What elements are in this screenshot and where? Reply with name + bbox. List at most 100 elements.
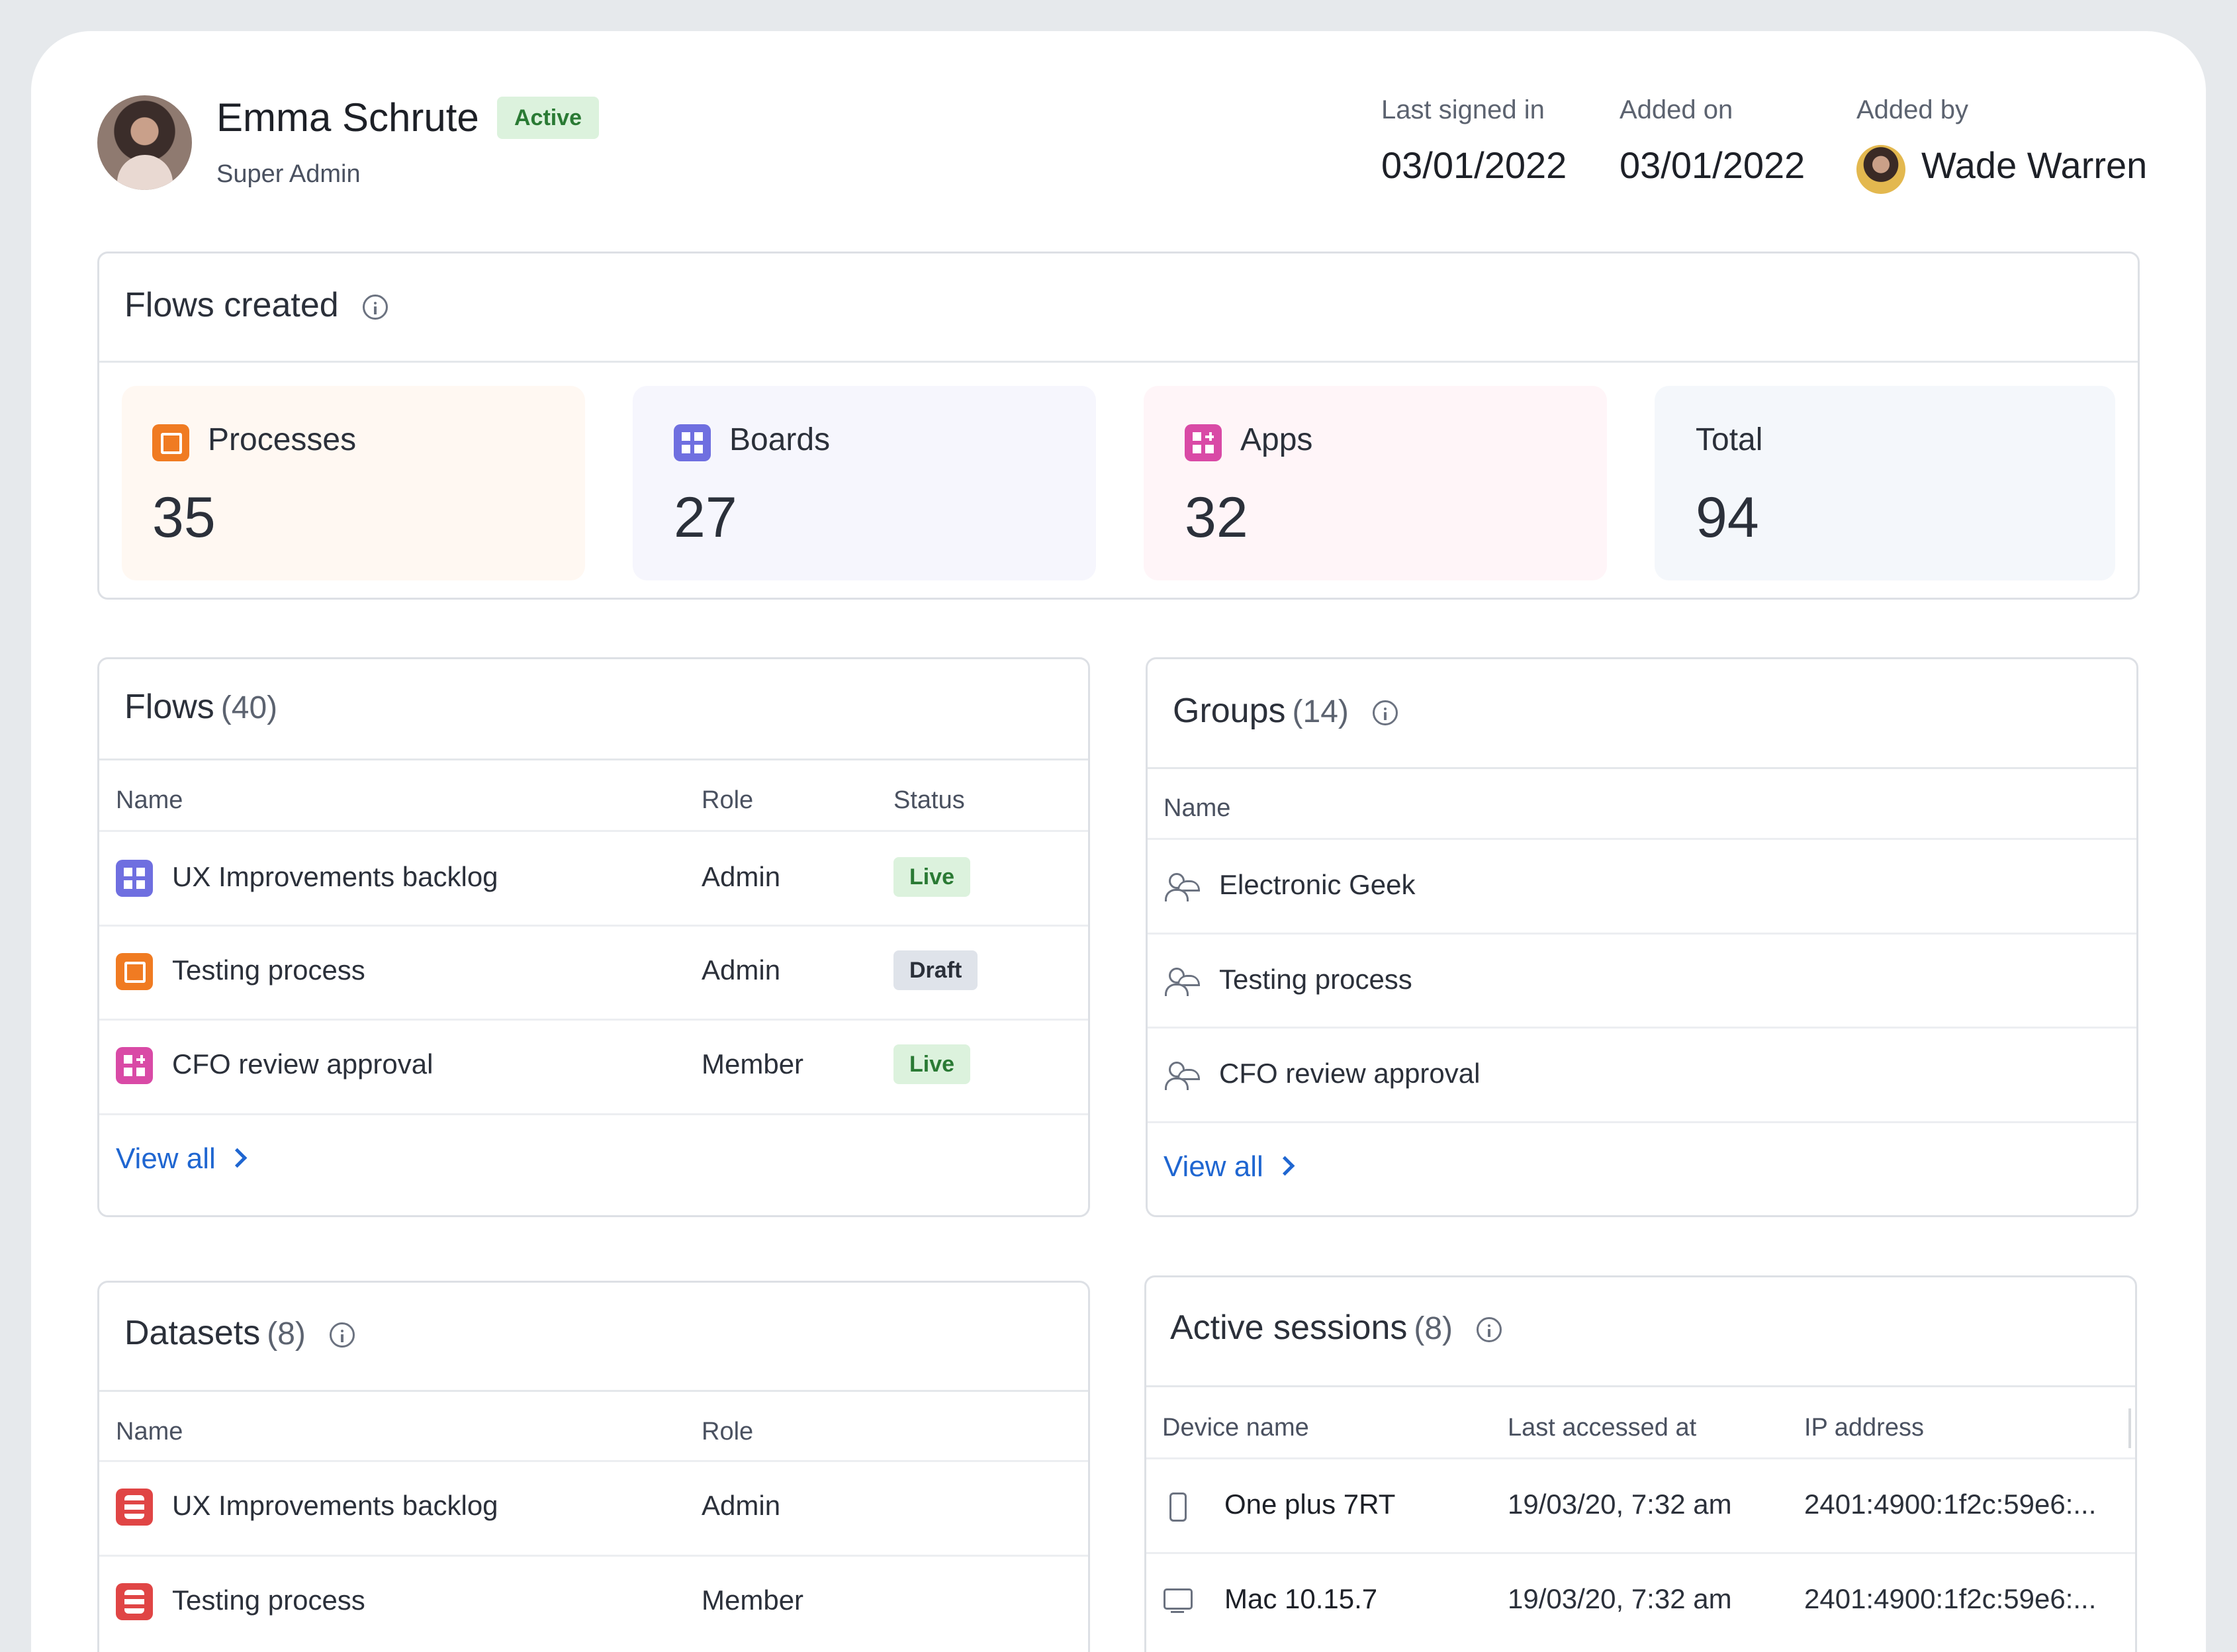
ip-address: 2401:4900:1f2c:59e6:...	[1804, 1489, 2097, 1520]
row-divider	[1148, 1121, 2136, 1123]
user-name: Emma Schrute	[216, 95, 479, 140]
groups-card: Groups (14) Name Electronic Geek Testing …	[1146, 657, 2138, 1217]
stat-value: 27	[674, 486, 737, 549]
phone-icon	[1160, 1489, 1195, 1524]
last-accessed: 19/03/20, 7:32 am	[1508, 1583, 1732, 1614]
stat-value: 94	[1696, 486, 1759, 549]
flows-view-all-link[interactable]: View all	[116, 1142, 248, 1175]
chevron-right-icon	[1275, 1156, 1295, 1176]
list-item[interactable]: Testing process	[1148, 935, 2136, 1027]
table-row[interactable]: UX Improvements backlog Admin	[99, 1462, 1088, 1555]
groups-view-all-link[interactable]: View all	[1164, 1150, 1295, 1183]
datasets-count: (8)	[267, 1316, 306, 1352]
scrollbar[interactable]	[2128, 1408, 2131, 1448]
table-row[interactable]: Testing process Admin Draft	[99, 927, 1088, 1019]
column-header-device[interactable]: Device name	[1162, 1414, 1309, 1442]
flows-created-card: Flows created Processes 35 Boards 27 App…	[97, 252, 2140, 600]
avatar	[97, 95, 192, 190]
process-icon	[116, 953, 153, 990]
row-divider	[1148, 933, 2136, 935]
last-signed-in-value: 03/01/2022	[1381, 144, 1567, 186]
row-divider	[99, 1113, 1088, 1115]
flows-title: Flows (40)	[124, 687, 277, 727]
app-icon	[116, 1047, 153, 1084]
added-by-label: Added by	[1856, 95, 1969, 124]
list-item[interactable]: Electronic Geek	[1148, 840, 2136, 933]
column-header-role[interactable]: Role	[702, 1418, 754, 1446]
flow-name[interactable]: Testing process	[172, 954, 365, 986]
device-name: Mac 10.15.7	[1224, 1583, 1378, 1614]
row-divider	[99, 925, 1088, 927]
process-icon	[152, 424, 189, 461]
stat-value: 35	[152, 486, 216, 549]
board-icon	[674, 424, 711, 461]
table-row[interactable]: CFO review approval Member Live	[99, 1021, 1088, 1113]
flow-role: Admin	[702, 954, 781, 986]
divider	[99, 1390, 1088, 1392]
group-icon	[1164, 869, 1199, 905]
column-header-name[interactable]: Name	[116, 1418, 183, 1446]
row-divider	[99, 1019, 1088, 1021]
column-header-role[interactable]: Role	[702, 786, 754, 814]
info-icon[interactable]	[362, 295, 388, 320]
chevron-right-icon	[227, 1148, 248, 1168]
divider	[1146, 1385, 2135, 1387]
datasets-title-text: Datasets	[124, 1314, 261, 1352]
board-icon	[116, 860, 153, 897]
dataset-role: Admin	[702, 1490, 781, 1521]
column-header-name[interactable]: Name	[116, 786, 183, 814]
column-header-name[interactable]: Name	[1164, 794, 1231, 822]
dataset-name[interactable]: Testing process	[172, 1584, 365, 1616]
info-icon[interactable]	[1477, 1317, 1502, 1343]
group-name[interactable]: CFO review approval	[1219, 1058, 1481, 1089]
device-name: One plus 7RT	[1224, 1489, 1396, 1520]
table-row[interactable]: Testing process Member	[99, 1557, 1088, 1649]
monitor-icon	[1160, 1583, 1195, 1619]
dataset-role: Member	[702, 1584, 804, 1616]
info-icon[interactable]	[1372, 700, 1398, 726]
added-by-avatar	[1856, 145, 1905, 194]
table-row[interactable]: One plus 7RT 19/03/20, 7:32 am 2401:4900…	[1146, 1459, 2135, 1552]
column-header-last-accessed[interactable]: Last accessed at	[1508, 1414, 1697, 1442]
table-row[interactable]: UX Improvements backlog Admin Live	[99, 832, 1088, 925]
status-badge-draft: Draft	[893, 950, 978, 990]
stat-tile-apps[interactable]: Apps 32	[1144, 386, 1607, 580]
stat-tile-processes[interactable]: Processes 35	[122, 386, 585, 580]
column-header-status[interactable]: Status	[893, 786, 965, 814]
stat-label: Total	[1696, 422, 1763, 457]
active-sessions-card: Active sessions (8) Device name Last acce…	[1144, 1275, 2137, 1652]
ip-address: 2401:4900:1f2c:59e6:...	[1804, 1583, 2097, 1614]
table-row[interactable]: Mac 10.15.7 19/03/20, 7:32 am 2401:4900:…	[1146, 1554, 2135, 1647]
group-name[interactable]: Electronic Geek	[1219, 869, 1416, 900]
last-accessed: 19/03/20, 7:32 am	[1508, 1489, 1732, 1520]
dataset-name[interactable]: UX Improvements backlog	[172, 1490, 498, 1521]
divider	[1148, 767, 2136, 769]
flows-title-text: Flows	[124, 688, 214, 726]
dataset-icon	[116, 1583, 153, 1620]
column-header-ip-address[interactable]: IP address	[1804, 1414, 1924, 1442]
flow-role: Member	[702, 1048, 804, 1079]
added-on-label: Added on	[1620, 95, 1733, 124]
flows-card: Flows (40) Name Role Status UX Improvemen…	[97, 657, 1090, 1217]
last-signed-in-label: Last signed in	[1381, 95, 1545, 124]
flows-created-title-text: Flows created	[124, 286, 339, 324]
flow-name[interactable]: CFO review approval	[172, 1048, 434, 1079]
stat-tile-boards[interactable]: Boards 27	[633, 386, 1096, 580]
row-divider	[1148, 1027, 2136, 1029]
active-sessions-title-text: Active sessions	[1170, 1308, 1408, 1347]
group-name[interactable]: Testing process	[1219, 964, 1412, 995]
user-role: Super Admin	[216, 160, 361, 188]
info-icon[interactable]	[329, 1322, 355, 1348]
row-divider	[1146, 1552, 2135, 1554]
list-item[interactable]: CFO review approval	[1148, 1029, 2136, 1121]
view-all-label: View all	[116, 1142, 216, 1175]
stat-label: Boards	[729, 422, 831, 457]
row-divider	[99, 830, 1088, 832]
stat-label: Processes	[208, 422, 357, 457]
flow-name[interactable]: UX Improvements backlog	[172, 861, 498, 892]
group-icon	[1164, 964, 1199, 999]
stat-tile-total: Total 94	[1655, 386, 2115, 580]
datasets-card: Datasets (8) Name Role UX Improvements ba…	[97, 1281, 1090, 1652]
flows-created-title: Flows created	[124, 285, 388, 325]
added-by-name[interactable]: Wade Warren	[1921, 144, 2148, 186]
